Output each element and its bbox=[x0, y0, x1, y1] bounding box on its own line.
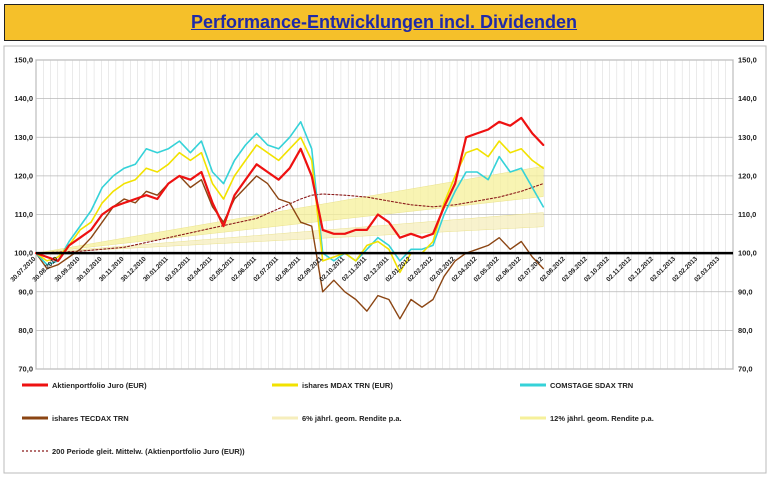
y-tick-label-right: 130,0 bbox=[738, 133, 757, 142]
y-tick-label-right: 100,0 bbox=[738, 249, 757, 258]
y-tick-label-right: 140,0 bbox=[738, 94, 757, 103]
y-tick-label-left: 120,0 bbox=[14, 171, 33, 180]
legend-label: Aktienportfolio Juro (EUR) bbox=[52, 381, 147, 390]
y-tick-label-left: 90,0 bbox=[18, 287, 33, 296]
series-lines bbox=[34, 116, 545, 320]
y-tick-label-left: 100,0 bbox=[14, 249, 33, 258]
y-tick-label-left: 130,0 bbox=[14, 133, 33, 142]
legend-label: COMSTAGE SDAX TRN bbox=[550, 381, 633, 390]
y-tick-label-right: 120,0 bbox=[738, 171, 757, 180]
y-tick-label-right: 150,0 bbox=[738, 56, 757, 65]
band-6pct bbox=[35, 212, 544, 254]
legend-label: 6% jährl. geom. Rendite p.a. bbox=[302, 414, 402, 423]
return-bands bbox=[35, 165, 544, 254]
series-line-4 bbox=[35, 183, 544, 254]
series-line-2 bbox=[35, 121, 545, 266]
band-12pct bbox=[35, 165, 544, 254]
legend-label: 12% jährl. geom. Rendite p.a. bbox=[550, 414, 654, 423]
chart-title: Performance-Entwicklungen incl. Dividend… bbox=[190, 12, 578, 32]
series-line-3 bbox=[35, 175, 544, 320]
y-tick-label-left: 80,0 bbox=[18, 326, 33, 335]
legend-label: ishares MDAX TRN (EUR) bbox=[302, 381, 393, 390]
legend: Aktienportfolio Juro (EUR) ishares MDAX T… bbox=[22, 381, 654, 456]
y-tick-label-left: 150,0 bbox=[14, 56, 33, 65]
series-line-0 bbox=[34, 116, 545, 262]
y-tick-label-left: 110,0 bbox=[15, 210, 33, 219]
y-tick-label-right: 90,0 bbox=[738, 287, 753, 296]
y-tick-label-left: 70,0 bbox=[18, 365, 33, 374]
legend-label: 200 Periode gleit. Mittelw. (Aktienportf… bbox=[52, 447, 245, 456]
plot-area-outer bbox=[3, 45, 767, 474]
y-tick-label-right: 110,0 bbox=[738, 210, 756, 219]
y-tick-label-right: 70,0 bbox=[738, 365, 753, 374]
y-axis-right: 70,0 80,0 90,0 100,0 110,0 120,0 130,0 140,0 150… bbox=[738, 56, 757, 374]
y-tick-label-left: 140,0 bbox=[14, 94, 33, 103]
chart-title-box: Performance-Entwicklungen incl. Dividend… bbox=[4, 4, 764, 41]
y-axis-left: 70,0 80,0 90,0 100,0 110,0 120,0 130,0 140,0 150… bbox=[14, 56, 33, 374]
y-tick-label-right: 80,0 bbox=[738, 326, 753, 335]
legend-label: ishares TECDAX TRN bbox=[52, 414, 129, 423]
